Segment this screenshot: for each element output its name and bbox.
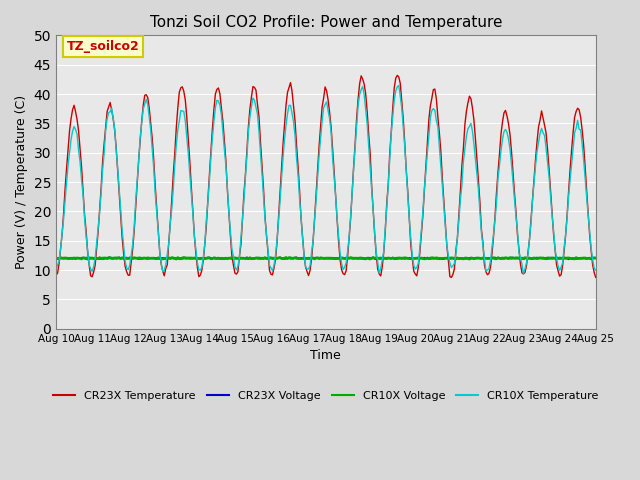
X-axis label: Time: Time bbox=[310, 349, 341, 362]
CR23X Temperature bbox=[394, 72, 401, 78]
CR23X Temperature bbox=[447, 275, 455, 280]
CR23X Voltage bbox=[214, 255, 222, 261]
CR10X Temperature bbox=[395, 83, 403, 88]
CR10X Voltage bbox=[241, 255, 249, 261]
CR10X Voltage bbox=[84, 256, 92, 262]
CR10X Voltage bbox=[291, 255, 299, 261]
CR10X Voltage bbox=[282, 254, 290, 260]
CR23X Voltage bbox=[52, 255, 60, 261]
CR10X Voltage bbox=[564, 255, 572, 261]
CR23X Voltage bbox=[105, 254, 113, 260]
CR23X Voltage bbox=[592, 255, 600, 261]
CR23X Temperature bbox=[240, 191, 248, 196]
Title: Tonzi Soil CO2 Profile: Power and Temperature: Tonzi Soil CO2 Profile: Power and Temper… bbox=[150, 15, 502, 30]
Line: CR23X Temperature: CR23X Temperature bbox=[56, 75, 596, 277]
CR23X Temperature bbox=[564, 189, 572, 194]
CR10X Temperature bbox=[592, 267, 600, 273]
CR10X Temperature bbox=[564, 193, 572, 199]
CR10X Temperature bbox=[288, 110, 296, 116]
Text: TZ_soilco2: TZ_soilco2 bbox=[67, 40, 140, 53]
CR23X Voltage bbox=[241, 255, 249, 261]
CR10X Voltage bbox=[52, 255, 60, 261]
CR23X Voltage bbox=[290, 255, 298, 261]
CR23X Voltage bbox=[563, 255, 571, 261]
Line: CR10X Voltage: CR10X Voltage bbox=[56, 257, 596, 259]
CR10X Temperature bbox=[240, 198, 248, 204]
CR23X Temperature bbox=[52, 272, 60, 278]
CR23X Voltage bbox=[232, 255, 240, 261]
CR10X Temperature bbox=[213, 97, 221, 103]
CR10X Voltage bbox=[592, 255, 600, 261]
CR10X Voltage bbox=[120, 256, 127, 262]
CR23X Temperature bbox=[213, 86, 221, 92]
CR10X Temperature bbox=[231, 264, 239, 270]
Line: CR10X Temperature: CR10X Temperature bbox=[56, 85, 596, 274]
CR23X Voltage bbox=[564, 256, 572, 262]
Y-axis label: Power (V) / Temperature (C): Power (V) / Temperature (C) bbox=[15, 95, 28, 269]
CR23X Temperature bbox=[592, 275, 600, 280]
CR10X Voltage bbox=[232, 255, 240, 261]
CR10X Voltage bbox=[214, 255, 222, 261]
CR10X Temperature bbox=[520, 271, 527, 276]
CR23X Voltage bbox=[120, 255, 127, 261]
Line: CR23X Voltage: CR23X Voltage bbox=[56, 257, 596, 259]
CR10X Temperature bbox=[52, 266, 60, 272]
CR10X Temperature bbox=[118, 228, 126, 233]
CR23X Temperature bbox=[231, 270, 239, 276]
CR23X Temperature bbox=[288, 88, 296, 94]
CR23X Temperature bbox=[118, 235, 126, 241]
Legend: CR23X Temperature, CR23X Voltage, CR10X Voltage, CR10X Temperature: CR23X Temperature, CR23X Voltage, CR10X … bbox=[49, 386, 603, 405]
